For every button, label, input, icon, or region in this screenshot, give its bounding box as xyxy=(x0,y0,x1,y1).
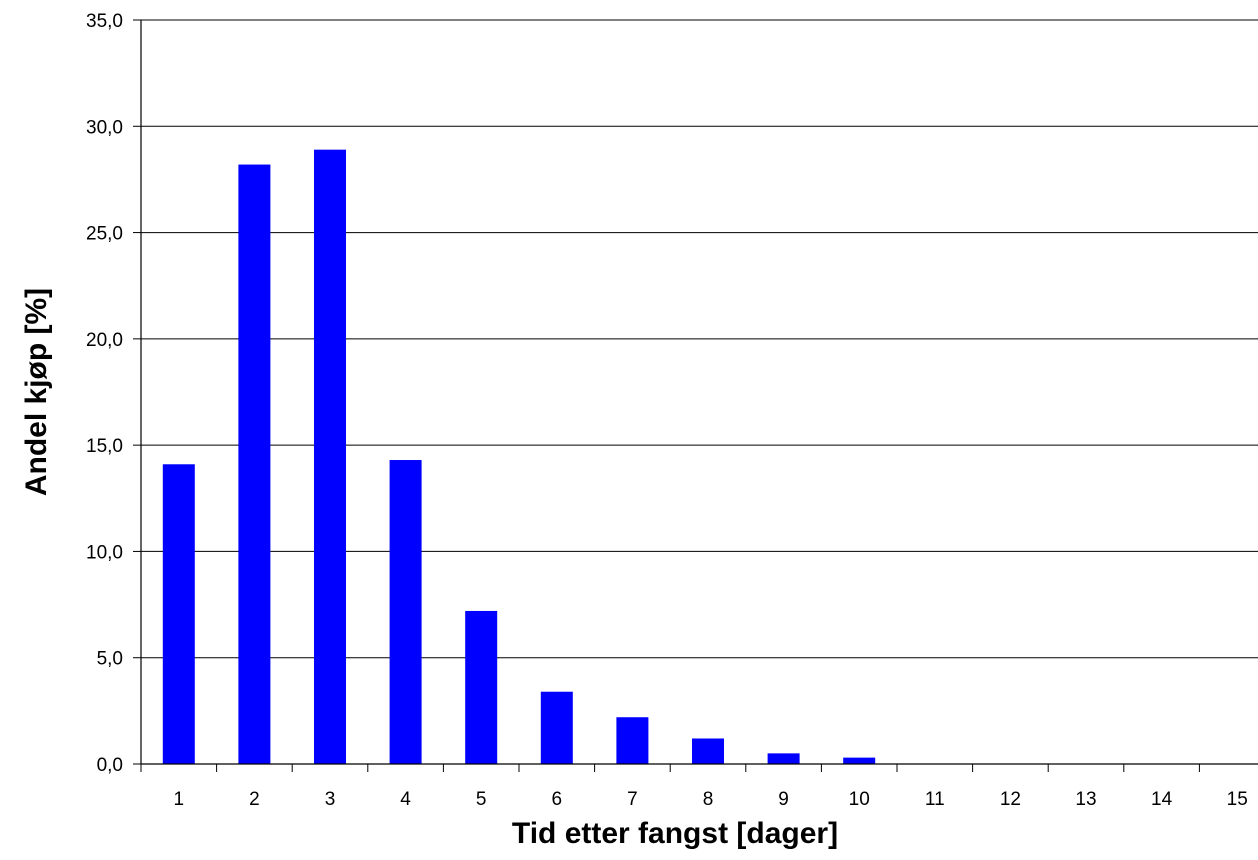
y-tick-label: 15,0 xyxy=(86,436,123,457)
y-axis-title: Andel kjøp [%] xyxy=(20,288,53,496)
bar-3 xyxy=(314,149,346,764)
x-tick-label: 6 xyxy=(552,789,563,810)
x-tick-label: 8 xyxy=(703,789,714,810)
bar-7 xyxy=(616,717,649,764)
y-tick-label: 35,0 xyxy=(86,11,123,32)
x-tick-label: 10 xyxy=(849,789,870,810)
bars xyxy=(140,149,1200,772)
x-tick-label: 11 xyxy=(925,789,945,810)
y-tick-label: 25,0 xyxy=(86,224,123,245)
x-tick-label: 12 xyxy=(1000,789,1021,810)
x-tick-labels: 1 2 3 4 5 6 7 8 9 10 11 12 13 14 15 xyxy=(174,789,1248,810)
x-tick-label: 14 xyxy=(1151,789,1173,810)
bar-2 xyxy=(238,164,271,764)
y-tick-label: 0,0 xyxy=(97,755,123,776)
gridlines xyxy=(133,19,1258,765)
y-tick-label: 10,0 xyxy=(86,542,123,563)
y-tick-label: 20,0 xyxy=(86,330,123,351)
bar-10 xyxy=(843,757,876,764)
x-tick-label: 15 xyxy=(1227,789,1248,810)
y-tick-labels: 0,0 5,0 10,0 15,0 20,0 25,0 30,0 35,0 xyxy=(86,11,123,776)
bar-8 xyxy=(692,738,724,764)
axes xyxy=(140,20,1258,765)
x-tick-label: 2 xyxy=(249,789,260,810)
x-tick-label: 7 xyxy=(627,789,638,810)
x-axis-title: Tid etter fangst [dager] xyxy=(512,817,838,850)
x-tick-label: 9 xyxy=(778,789,789,810)
x-tick-label: 3 xyxy=(325,789,336,810)
x-tick-label: 1 xyxy=(174,789,185,810)
x-tick-label: 13 xyxy=(1075,789,1096,810)
y-tick-label: 30,0 xyxy=(86,117,123,138)
bar-9 xyxy=(767,753,800,764)
bar-4 xyxy=(389,460,422,764)
y-tick-label: 5,0 xyxy=(97,649,123,670)
bar-6 xyxy=(540,691,573,764)
x-tick-label: 5 xyxy=(476,789,487,810)
bar-1 xyxy=(162,464,195,764)
bar-5 xyxy=(465,610,498,764)
x-tick-label: 4 xyxy=(400,789,411,810)
